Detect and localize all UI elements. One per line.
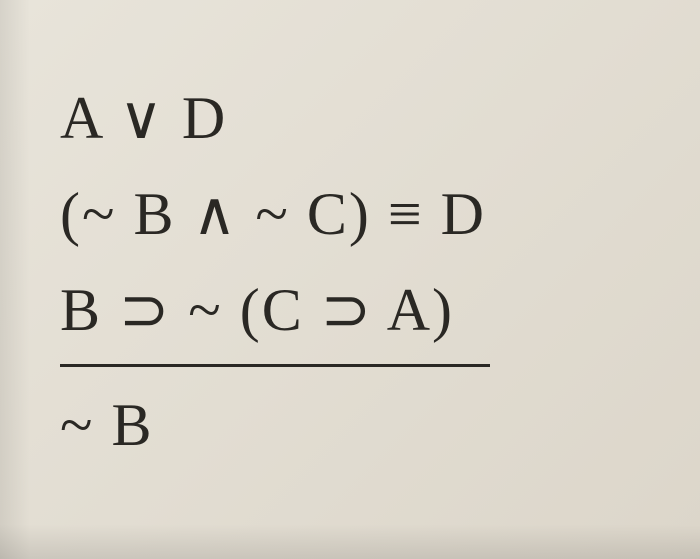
argument-block: A ∨ D (~ B ∧ ~ C) ≡ D B ⊃ ~ (C ⊃ A) ~ B [60,70,640,473]
conclusion-line: ~ B [60,395,153,455]
premise-line-3: B ⊃ ~ (C ⊃ A) [60,280,454,340]
premise-line-2: (~ B ∧ ~ C) ≡ D [60,184,486,244]
premise-line-1: A ∨ D [60,88,227,148]
paper-shadow-bottom [0,524,700,559]
inference-rule-line [60,364,490,367]
paper-shadow-left [0,0,30,559]
logic-argument-page: A ∨ D (~ B ∧ ~ C) ≡ D B ⊃ ~ (C ⊃ A) ~ B [0,0,700,559]
